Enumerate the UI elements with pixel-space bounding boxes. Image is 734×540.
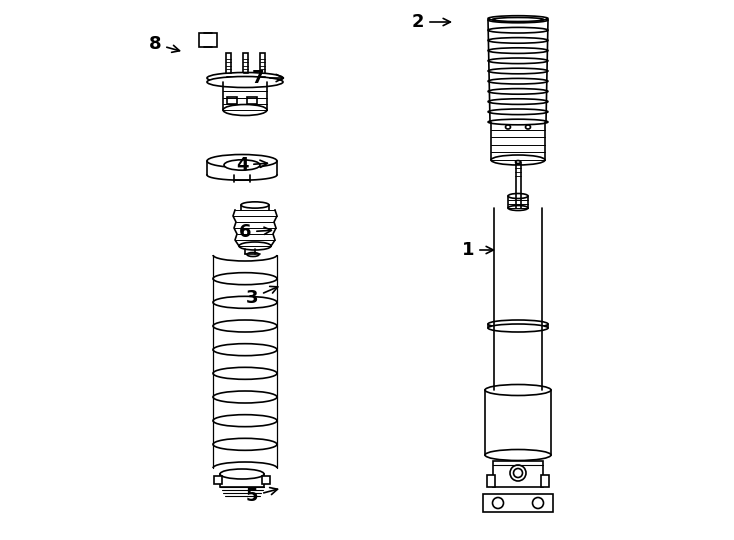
Ellipse shape: [207, 72, 283, 84]
Bar: [262, 476, 270, 484]
Bar: [227, 97, 237, 104]
Bar: [483, 494, 553, 512]
Ellipse shape: [241, 202, 269, 208]
Ellipse shape: [508, 193, 528, 199]
Ellipse shape: [488, 324, 548, 332]
Ellipse shape: [515, 160, 520, 164]
Ellipse shape: [506, 125, 511, 129]
Bar: [242, 53, 247, 78]
Ellipse shape: [220, 469, 264, 479]
Ellipse shape: [508, 206, 528, 211]
Ellipse shape: [247, 253, 259, 256]
Bar: [199, 33, 217, 47]
Ellipse shape: [239, 242, 271, 250]
Text: 6: 6: [239, 223, 272, 241]
Ellipse shape: [485, 449, 551, 461]
Bar: [225, 53, 230, 78]
Ellipse shape: [207, 77, 283, 87]
Bar: [493, 461, 543, 487]
Ellipse shape: [514, 469, 523, 477]
Bar: [214, 476, 222, 484]
Ellipse shape: [207, 154, 277, 167]
Ellipse shape: [532, 497, 543, 509]
Ellipse shape: [488, 320, 548, 328]
Bar: [541, 475, 549, 487]
Text: 3: 3: [246, 286, 277, 307]
Bar: [487, 475, 495, 487]
Ellipse shape: [493, 497, 504, 509]
Text: 4: 4: [236, 156, 267, 174]
Bar: [260, 53, 264, 78]
Ellipse shape: [488, 16, 548, 21]
Text: 1: 1: [462, 241, 493, 259]
Bar: [220, 474, 264, 487]
Ellipse shape: [510, 465, 526, 481]
Text: 7: 7: [252, 69, 283, 87]
Ellipse shape: [485, 384, 551, 395]
Ellipse shape: [224, 160, 260, 170]
Ellipse shape: [491, 155, 545, 165]
Ellipse shape: [223, 105, 267, 116]
Text: 5: 5: [246, 487, 277, 505]
Text: 2: 2: [412, 13, 451, 31]
Bar: [247, 97, 257, 104]
Ellipse shape: [526, 125, 531, 129]
Text: 8: 8: [149, 35, 180, 53]
Bar: [485, 390, 551, 455]
Ellipse shape: [493, 17, 543, 22]
